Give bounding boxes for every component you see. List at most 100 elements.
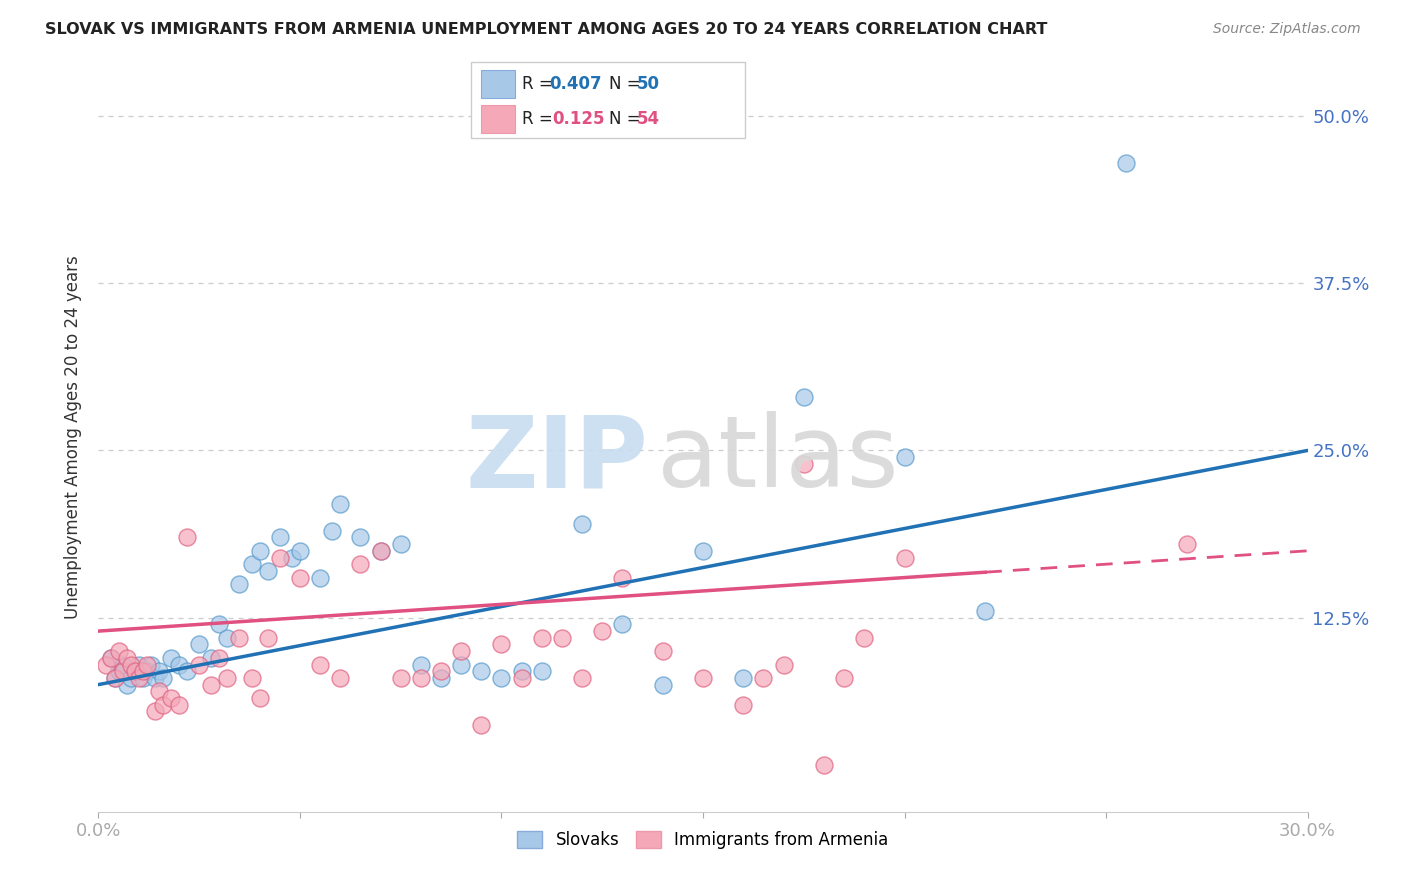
Point (491, 671, 513, 685)
Point (349, 530, 371, 544)
Text: R =: R = (522, 110, 562, 128)
Text: Source: ZipAtlas.com: Source: ZipAtlas.com (1213, 22, 1361, 37)
Point (100, 651, 122, 665)
Point (128, 671, 150, 685)
Point (100, 651, 122, 665)
Point (115, 678, 138, 692)
Point (409, 671, 432, 685)
Point (217, 671, 239, 685)
Text: 50: 50 (637, 75, 659, 93)
Point (160, 690, 183, 705)
Point (309, 657, 332, 672)
Point (256, 631, 278, 645)
Point (692, 671, 714, 685)
Point (281, 550, 304, 565)
Point (893, 450, 915, 465)
Point (510, 671, 533, 685)
Point (893, 550, 915, 565)
Text: atlas: atlas (657, 411, 898, 508)
Point (103, 671, 125, 685)
Point (470, 717, 492, 731)
Point (1175, 537, 1198, 551)
Point (167, 698, 190, 712)
Point (409, 657, 432, 672)
Point (208, 651, 231, 665)
Point (329, 497, 352, 511)
Point (612, 617, 634, 632)
Y-axis label: Unemployment Among Ages 20 to 24 years: Unemployment Among Ages 20 to 24 years (63, 255, 82, 619)
Point (853, 631, 876, 645)
Point (148, 664, 170, 679)
Point (321, 524, 343, 538)
Point (612, 571, 634, 585)
Point (135, 664, 157, 679)
Text: 0.125: 0.125 (553, 110, 605, 128)
Point (152, 698, 174, 712)
Point (176, 664, 198, 679)
Point (832, 671, 855, 685)
Point (111, 657, 134, 672)
Point (188, 657, 211, 672)
Point (124, 664, 146, 679)
Point (813, 758, 835, 772)
Point (152, 671, 174, 685)
Point (651, 678, 673, 692)
Point (551, 631, 574, 645)
Point (217, 631, 239, 645)
Text: N =: N = (609, 75, 645, 93)
Text: SLOVAK VS IMMIGRANTS FROM ARMENIA UNEMPLOYMENT AMONG AGES 20 TO 24 YEARS CORRELA: SLOVAK VS IMMIGRANTS FROM ARMENIA UNEMPL… (45, 22, 1047, 37)
Point (120, 657, 142, 672)
Point (208, 617, 231, 632)
Point (430, 664, 453, 679)
Point (188, 637, 211, 651)
Text: N =: N = (609, 110, 645, 128)
Point (793, 390, 815, 404)
Point (115, 651, 138, 665)
Text: R =: R = (522, 75, 558, 93)
Point (228, 577, 250, 591)
Point (349, 557, 371, 572)
Point (370, 544, 392, 558)
Point (1115, 155, 1137, 169)
Point (143, 671, 166, 685)
Point (389, 537, 412, 551)
Point (240, 671, 263, 685)
Point (148, 684, 170, 698)
Point (256, 564, 278, 578)
Point (571, 671, 593, 685)
Point (692, 544, 714, 558)
Point (176, 530, 198, 544)
Point (329, 671, 352, 685)
Point (389, 671, 412, 685)
Text: 54: 54 (637, 110, 659, 128)
Point (135, 657, 157, 672)
Point (309, 571, 332, 585)
Point (288, 544, 311, 558)
Point (103, 671, 125, 685)
Point (733, 698, 755, 712)
Point (143, 705, 166, 719)
Point (160, 651, 183, 665)
Point (793, 457, 815, 471)
Point (530, 664, 553, 679)
Point (772, 657, 794, 672)
Point (167, 657, 190, 672)
Point (752, 671, 775, 685)
Point (450, 644, 472, 658)
Point (510, 664, 533, 679)
Point (288, 571, 311, 585)
Point (591, 624, 613, 639)
Point (124, 664, 146, 679)
Text: ZIP: ZIP (465, 411, 648, 508)
Point (733, 671, 755, 685)
Point (430, 671, 453, 685)
Point (370, 544, 392, 558)
Point (269, 550, 291, 565)
Point (120, 671, 142, 685)
Point (651, 644, 673, 658)
Point (107, 644, 129, 658)
Point (530, 631, 553, 645)
Point (132, 664, 155, 679)
Point (228, 631, 250, 645)
Point (111, 664, 134, 679)
